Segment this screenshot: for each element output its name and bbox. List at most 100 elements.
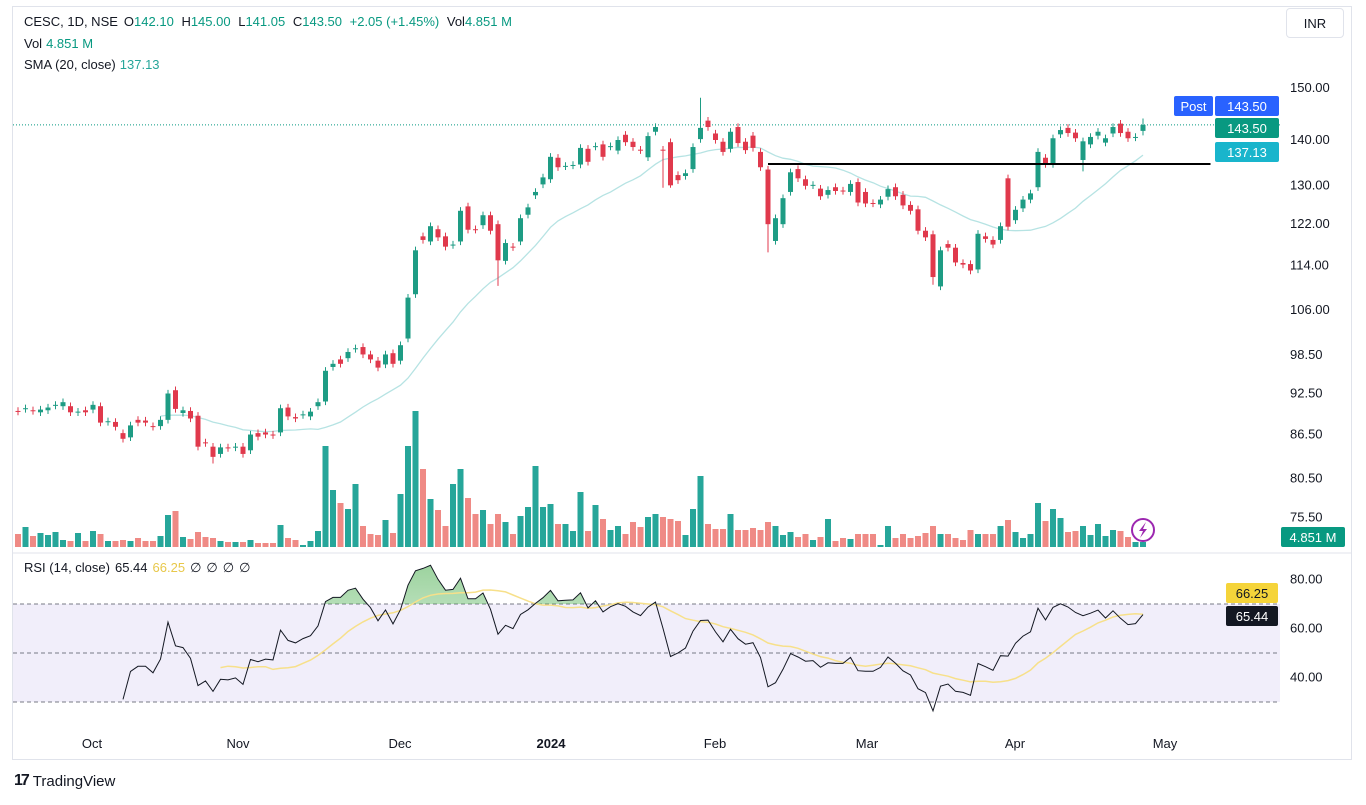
volume-bar (270, 543, 276, 547)
candle (90, 401, 96, 414)
candle (548, 153, 553, 183)
candle (263, 428, 268, 439)
candle (1050, 134, 1056, 168)
volume-bar (390, 533, 396, 547)
lightning-icon[interactable] (1131, 518, 1155, 542)
candle-body (758, 151, 763, 168)
volume-bar (420, 469, 426, 547)
candle-body (743, 141, 748, 151)
volume-bar (510, 534, 516, 547)
volume-bar (892, 538, 899, 547)
candle (315, 398, 321, 410)
volume-bar (555, 524, 561, 547)
candle (833, 183, 838, 195)
candle (1020, 195, 1026, 213)
candle-body (608, 146, 613, 148)
candle (525, 203, 531, 219)
candle (803, 175, 808, 190)
candle-body (533, 191, 538, 196)
candle (1133, 133, 1138, 142)
volume-bar (622, 534, 629, 547)
post-market-price-badge-bg (1215, 96, 1279, 116)
candle (705, 116, 711, 131)
volume-bar (315, 531, 321, 547)
candle (83, 406, 88, 416)
candle (45, 403, 51, 414)
candle-body (465, 206, 471, 230)
price-tick-label: 130.00 (1290, 177, 1330, 192)
open-label: O (123, 14, 135, 29)
time-axis[interactable]: Oct Nov Dec 2024 Feb Mar Apr May (82, 736, 1178, 751)
candle-body (638, 149, 643, 151)
sma-legend-value: 137.13 (119, 57, 160, 72)
candle (495, 220, 501, 286)
volume-bar (682, 535, 689, 547)
candle-body (1118, 123, 1123, 134)
candle-body (600, 144, 606, 157)
volume-bar (195, 532, 201, 547)
price-axis[interactable]: 150.00 140.00 130.00 122.00 114.00 106.00 98.5… (1290, 80, 1330, 525)
low-value: 141.05 (245, 14, 286, 29)
candle (653, 123, 658, 136)
candle (765, 165, 771, 253)
symbol-name[interactable]: CESC, 1D, NSE (24, 14, 118, 29)
post-market-label: Post (1174, 96, 1213, 116)
candle (405, 293, 411, 343)
volume-value: 4.851 M (464, 14, 512, 29)
candle-body (188, 410, 193, 419)
candle-body (83, 410, 88, 413)
candle (375, 357, 381, 372)
candle-body (1065, 127, 1071, 134)
candle-body (435, 229, 441, 238)
low-label: L (238, 14, 246, 29)
volume-bar (637, 527, 644, 547)
candle-body (218, 447, 223, 454)
candle-body (585, 148, 591, 162)
sma-legend[interactable]: SMA (20, close) 137.13 (24, 57, 164, 72)
candle-body (1013, 209, 1018, 221)
volume-bar (1095, 524, 1101, 547)
volume-bar (982, 534, 989, 547)
candle-body (128, 425, 133, 438)
rsi-legend[interactable]: RSI (14, close) 65.44 66.25 ∅ ∅ ∅ ∅ (24, 560, 255, 576)
candle-body (308, 411, 313, 417)
candle (203, 438, 208, 447)
candle-body (338, 359, 343, 364)
candle (150, 422, 156, 431)
volume-bar (352, 484, 359, 547)
time-tick-label: Mar (856, 736, 879, 751)
volume-bar (720, 529, 726, 547)
candle-body (810, 184, 816, 186)
time-tick-label: Feb (704, 736, 726, 751)
volume-legend[interactable]: Vol 4.851 M (24, 36, 97, 51)
volume-bar (675, 521, 681, 547)
candle (75, 407, 81, 416)
candle (450, 240, 456, 249)
candle (323, 367, 328, 406)
tradingview-brand[interactable]: 17 TradingView (14, 772, 115, 790)
candle-body (863, 191, 868, 204)
volume-bar (465, 498, 471, 547)
candle (960, 259, 966, 269)
candle (848, 180, 853, 196)
candle (1080, 137, 1086, 172)
candle (840, 186, 846, 195)
candle (518, 214, 523, 246)
candle (330, 360, 336, 371)
volume-bar (375, 535, 381, 547)
currency-button[interactable]: INR (1286, 8, 1344, 38)
candle-body (975, 233, 981, 270)
volume-bar (615, 526, 621, 547)
volume-bar (937, 534, 944, 547)
rsi-value-badge: 65.44 (1226, 606, 1278, 626)
candle-body (158, 419, 163, 427)
volume-bar (412, 411, 419, 547)
volume-bar (45, 535, 51, 547)
candle (900, 191, 906, 210)
rsi-axis[interactable]: 80.00 60.00 40.00 (1290, 572, 1323, 685)
candle-body (713, 133, 718, 140)
candle-body (653, 127, 658, 132)
candle (645, 132, 651, 161)
rsi-value-badge-text: 65.44 (1236, 609, 1269, 624)
